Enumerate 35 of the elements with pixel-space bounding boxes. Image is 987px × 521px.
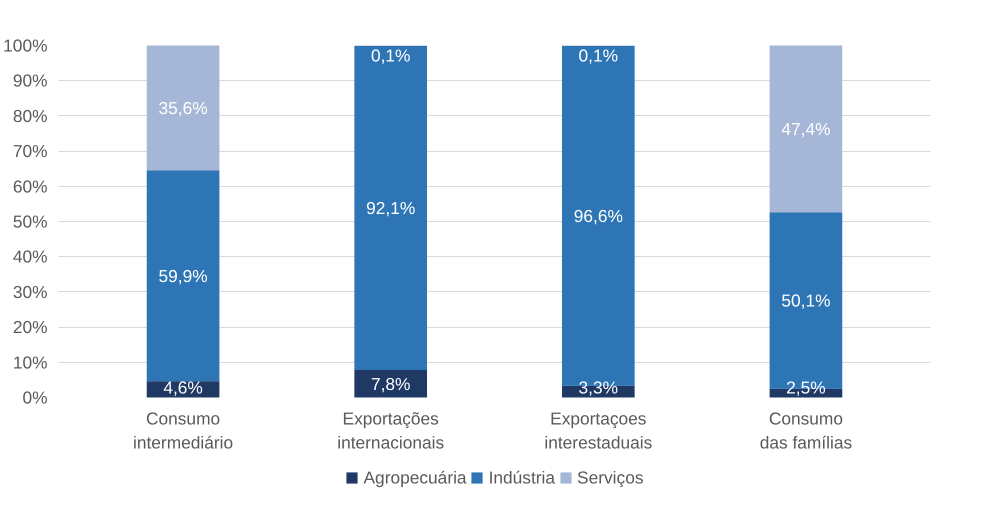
data-label: 96,6% [574,206,623,226]
x-tick-label: Exportações internacionais [337,408,444,452]
data-label: 2,5% [786,378,826,398]
data-label: 3,3% [578,378,618,398]
data-label: 35,6% [158,98,208,118]
y-tick-label: 10% [12,352,48,372]
x-tick-label: Exportaçoes interestaduais [544,408,653,452]
data-label: 59,9% [158,266,208,286]
y-tick-label: 0% [22,388,48,408]
legend-label: Agropecuária [364,467,467,488]
data-label: 7,8% [370,374,410,394]
y-tick-label: 60% [12,176,48,196]
legend-label: Serviços [577,467,644,488]
y-tick-label: 40% [12,246,48,267]
x-tick-label: Consumo intermediário [132,408,234,452]
y-tick-label: 90% [12,70,48,91]
data-label: 0,1% [578,46,618,66]
data-label: 4,6% [163,378,203,398]
y-tick-label: 80% [12,106,48,126]
y-tick-label: 50% [12,212,48,232]
data-label: 47,4% [781,118,831,139]
bar [770,46,842,212]
y-tick-label: 20% [12,317,48,338]
data-label: 50,1% [781,290,831,311]
y-tick-label: 100% [3,36,48,56]
data-label: 92,1% [366,198,416,218]
y-tick-label: 30% [12,282,48,302]
bar [146,46,220,170]
data-label: 0,1% [370,46,410,66]
bar [146,170,220,382]
legend-label: Indústria [488,467,556,488]
bar [354,46,428,370]
x-tick-label: Consumo das famílias [760,408,852,452]
bar [354,370,428,398]
y-tick-label: 70% [12,141,48,162]
